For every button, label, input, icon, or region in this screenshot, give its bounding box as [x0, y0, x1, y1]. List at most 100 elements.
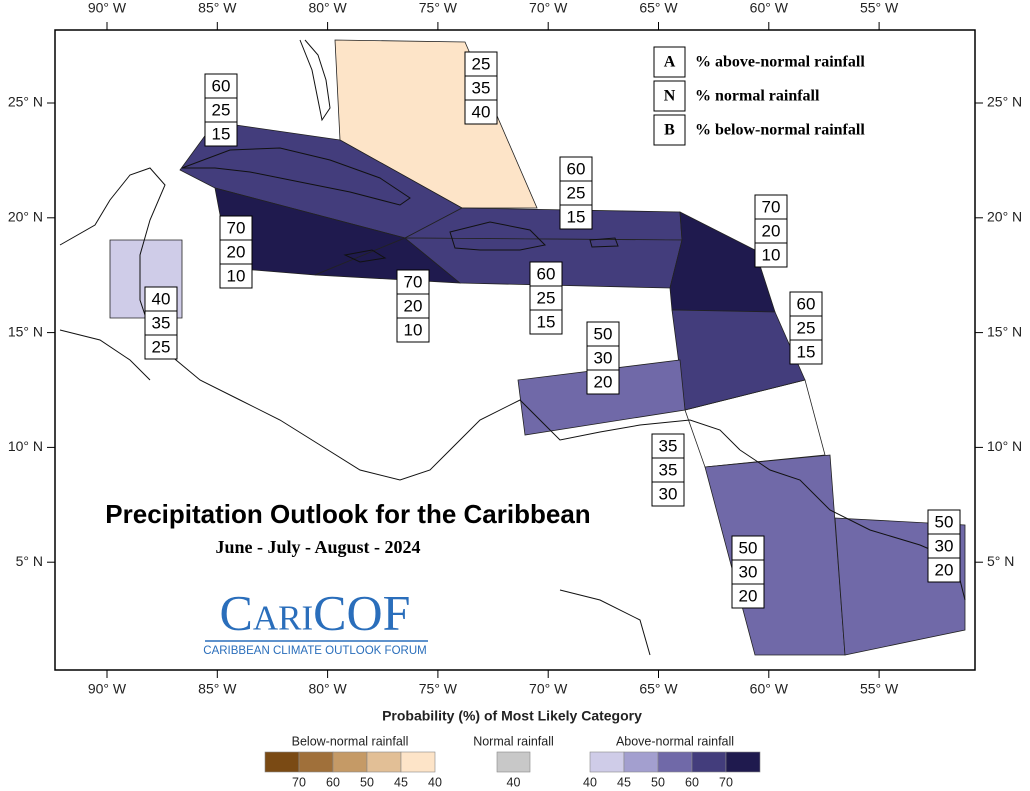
key-text: % below-normal rainfall — [695, 122, 865, 139]
value-box — [219, 263, 253, 289]
value-label: 25 — [567, 183, 586, 202]
lon-label: 75° W — [419, 681, 458, 697]
value-box — [651, 457, 685, 483]
value-label: 10 — [404, 320, 423, 339]
value-label: 15 — [567, 207, 586, 226]
value-box — [529, 309, 563, 335]
value-label: 50 — [594, 324, 613, 343]
value-box — [927, 533, 961, 559]
title: Precipitation Outlook for the Caribbean — [105, 499, 590, 529]
value-box — [464, 99, 498, 125]
legend-swatch — [264, 751, 300, 773]
lat-label: 20° N — [8, 209, 43, 225]
value-box — [559, 204, 593, 230]
lon-label: 55° W — [860, 681, 899, 697]
legend-tick-label: 50 — [651, 775, 665, 789]
value-label: 25 — [472, 54, 491, 73]
legend-swatch — [589, 751, 625, 773]
lon-label: 85° W — [198, 681, 237, 697]
value-label: 35 — [659, 436, 678, 455]
key-text: % above-normal rainfall — [695, 54, 865, 71]
value-box — [754, 194, 788, 220]
value-label: 60 — [212, 76, 231, 95]
jamaica — [343, 249, 387, 263]
lat-label: 25° N — [8, 94, 43, 110]
lon-label: 90° W — [88, 0, 127, 16]
value-box — [559, 180, 593, 206]
legend-tick-label: 40 — [507, 775, 521, 789]
value-box — [651, 433, 685, 459]
lat-label: 25° N — [987, 94, 1022, 110]
legend-tick-label: 60 — [685, 775, 699, 789]
lon-label: 75° W — [419, 0, 458, 16]
value-box — [586, 321, 620, 347]
legend-swatch — [298, 751, 334, 773]
value-label: 20 — [739, 586, 758, 605]
value-label: 35 — [472, 78, 491, 97]
value-label: 30 — [659, 484, 678, 503]
legend-tick-label: 40 — [583, 775, 597, 789]
logo-name: CariCOF — [220, 584, 411, 640]
legend-tick-label: 60 — [326, 775, 340, 789]
lon-label: 90° W — [88, 681, 127, 697]
legend-tick-label: 70 — [292, 775, 306, 789]
mexico-coast — [59, 329, 151, 381]
lon-label: 70° W — [529, 681, 568, 697]
value-box — [754, 218, 788, 244]
region-labels: 25 35 40 60 25 15 70 20 10 70 20 10 60 25 15 60 25 15 70 20… — [144, 51, 961, 609]
key-box — [653, 80, 686, 112]
legend-swatch — [691, 751, 727, 773]
key-letter: B — [664, 122, 675, 139]
value-box — [927, 557, 961, 583]
legend-swatch — [725, 751, 761, 773]
value-label: 30 — [594, 348, 613, 367]
region — [334, 39, 538, 209]
legend-tick-label: 70 — [719, 775, 733, 789]
value-label: 70 — [227, 218, 246, 237]
value-label: 20 — [762, 221, 781, 240]
cuba — [181, 147, 411, 206]
legend-group-label: Above-normal rainfall — [616, 734, 734, 748]
value-label: 35 — [152, 313, 171, 332]
value-box — [731, 583, 765, 609]
lat-label: 20° N — [987, 209, 1022, 225]
value-box — [586, 345, 620, 371]
value-box — [731, 535, 765, 561]
value-box — [651, 481, 685, 507]
value-label: 30 — [739, 562, 758, 581]
value-label: 60 — [567, 159, 586, 178]
legend-tick-label: 40 — [428, 775, 442, 789]
value-label: 50 — [935, 512, 954, 531]
value-label: 25 — [797, 318, 816, 337]
lon-label: 55° W — [860, 0, 899, 16]
value-box — [396, 293, 430, 319]
legend-swatch — [623, 751, 659, 773]
value-box — [219, 239, 253, 265]
value-box — [789, 291, 823, 317]
lon-label: 70° W — [529, 0, 568, 16]
value-label: 20 — [404, 296, 423, 315]
value-box — [464, 75, 498, 101]
legend-tick-label: 45 — [617, 775, 631, 789]
subtitle: June - July - August - 2024 — [215, 537, 420, 557]
legend-group-label: Normal rainfall — [473, 734, 554, 748]
value-box — [529, 261, 563, 287]
value-box — [731, 559, 765, 585]
value-label: 60 — [537, 264, 556, 283]
lat-label: 10° N — [987, 438, 1022, 454]
lat-label: 5° N — [16, 553, 43, 569]
lat-label: 10° N — [8, 438, 43, 454]
key-text: % normal rainfall — [695, 88, 820, 105]
value-label: 60 — [797, 294, 816, 313]
lon-label: 60° W — [750, 0, 789, 16]
legend-title: Probability (%) of Most Likely Category — [382, 708, 642, 724]
value-label: 50 — [739, 538, 758, 557]
value-box — [754, 242, 788, 268]
value-label: 15 — [537, 312, 556, 331]
axes: 90° W 90° W 85° W 85° W 80° W 80° W 75° W 75° W… — [8, 0, 1022, 697]
legend: Below-normal rainfall 70 60 50 45 40 Normal ra… — [264, 734, 761, 789]
legend-swatch — [366, 751, 402, 773]
key: A % above-normal rainfall N % normal rainfa… — [653, 46, 865, 146]
florida — [299, 39, 331, 122]
